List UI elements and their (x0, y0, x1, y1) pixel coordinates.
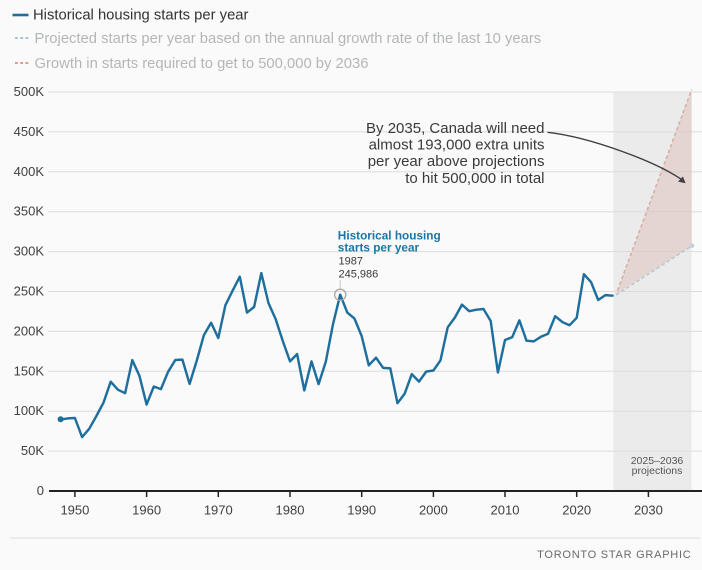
svg-text:200K: 200K (14, 323, 45, 338)
svg-text:400K: 400K (14, 164, 45, 179)
svg-text:50K: 50K (21, 443, 44, 458)
svg-text:150K: 150K (14, 363, 45, 378)
svg-text:250K: 250K (14, 284, 45, 299)
svg-text:0: 0 (37, 483, 44, 498)
svg-text:2010: 2010 (491, 503, 520, 518)
svg-text:TORONTO STAR GRAPHIC: TORONTO STAR GRAPHIC (537, 549, 691, 561)
svg-text:1960: 1960 (132, 503, 161, 518)
svg-text:per year above projections: per year above projections (368, 153, 545, 170)
svg-text:500K: 500K (14, 84, 45, 99)
svg-text:Historical housing: Historical housing (338, 229, 441, 243)
svg-text:1950: 1950 (60, 503, 89, 518)
svg-text:1987: 1987 (339, 255, 363, 267)
svg-text:1990: 1990 (347, 503, 376, 518)
svg-text:1980: 1980 (276, 503, 305, 518)
svg-text:Projected starts per year base: Projected starts per year based on the a… (35, 31, 542, 47)
svg-text:Historical housing starts per: Historical housing starts per year (33, 8, 249, 24)
svg-text:2020: 2020 (562, 503, 591, 518)
svg-text:2000: 2000 (419, 503, 448, 518)
svg-text:2025–2036: 2025–2036 (631, 455, 684, 467)
svg-text:By 2035, Canada will need: By 2035, Canada will need (366, 120, 544, 137)
svg-text:projections: projections (632, 465, 683, 477)
svg-text:245,986: 245,986 (339, 268, 379, 280)
svg-text:2030: 2030 (634, 503, 663, 518)
svg-text:starts per year: starts per year (338, 240, 420, 254)
svg-text:450K: 450K (14, 124, 45, 139)
svg-text:100K: 100K (14, 403, 45, 418)
svg-text:almost 193,000 extra units: almost 193,000 extra units (369, 137, 545, 154)
svg-text:1970: 1970 (204, 503, 233, 518)
svg-text:Growth in starts required to g: Growth in starts required to get to 500,… (35, 56, 369, 72)
svg-text:300K: 300K (14, 244, 45, 259)
svg-text:350K: 350K (14, 204, 45, 219)
svg-text:to hit 500,000 in total: to hit 500,000 in total (405, 170, 544, 187)
